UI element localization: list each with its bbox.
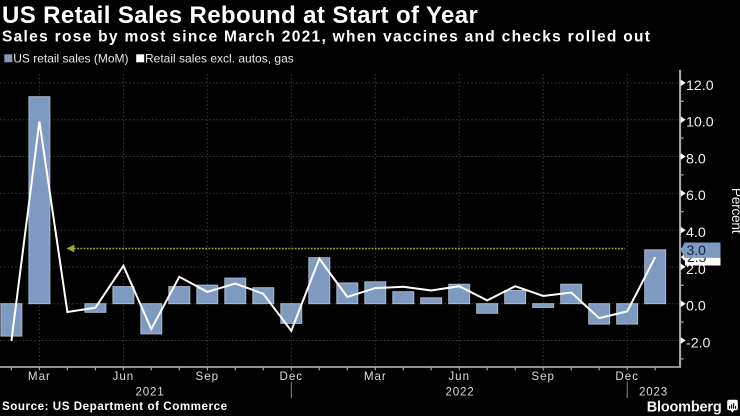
- svg-text:Jun: Jun: [113, 370, 135, 383]
- svg-text:Retail sales excl. autos, gas: Retail sales excl. autos, gas: [145, 52, 294, 66]
- svg-text:12.0: 12.0: [686, 78, 714, 94]
- svg-text:Dec: Dec: [279, 370, 303, 383]
- svg-text:Dec: Dec: [615, 370, 639, 383]
- svg-text:2023: 2023: [639, 385, 668, 398]
- svg-text:6.0: 6.0: [686, 188, 706, 204]
- svg-text:3.0: 3.0: [687, 242, 707, 258]
- svg-text:0.0: 0.0: [686, 299, 706, 315]
- svg-text:Mar: Mar: [364, 370, 387, 383]
- svg-text:Percent: Percent: [729, 188, 740, 234]
- svg-text:Sep: Sep: [195, 370, 219, 383]
- svg-text:4.0: 4.0: [686, 225, 706, 241]
- svg-text:-2.0: -2.0: [686, 335, 711, 351]
- svg-text:10.0: 10.0: [686, 115, 714, 131]
- svg-text:Bloomberg: Bloomberg: [647, 400, 722, 416]
- svg-text:Source: US Department of Comme: Source: US Department of Commerce: [2, 400, 228, 413]
- svg-text:2021: 2021: [136, 385, 165, 398]
- svg-text:US Retail Sales Rebound at Sta: US Retail Sales Rebound at Start of Year: [2, 2, 478, 29]
- svg-text:Sep: Sep: [531, 370, 555, 383]
- svg-text:Jun: Jun: [448, 370, 470, 383]
- svg-text:8.0: 8.0: [686, 151, 706, 167]
- svg-text:2.0: 2.0: [686, 262, 706, 278]
- svg-text:Mar: Mar: [28, 370, 51, 383]
- svg-text:2022: 2022: [446, 385, 475, 398]
- svg-text:Sales rose by most since March: Sales rose by most since March 2021, whe…: [2, 28, 651, 45]
- svg-text:US retail sales (MoM): US retail sales (MoM): [13, 52, 128, 66]
